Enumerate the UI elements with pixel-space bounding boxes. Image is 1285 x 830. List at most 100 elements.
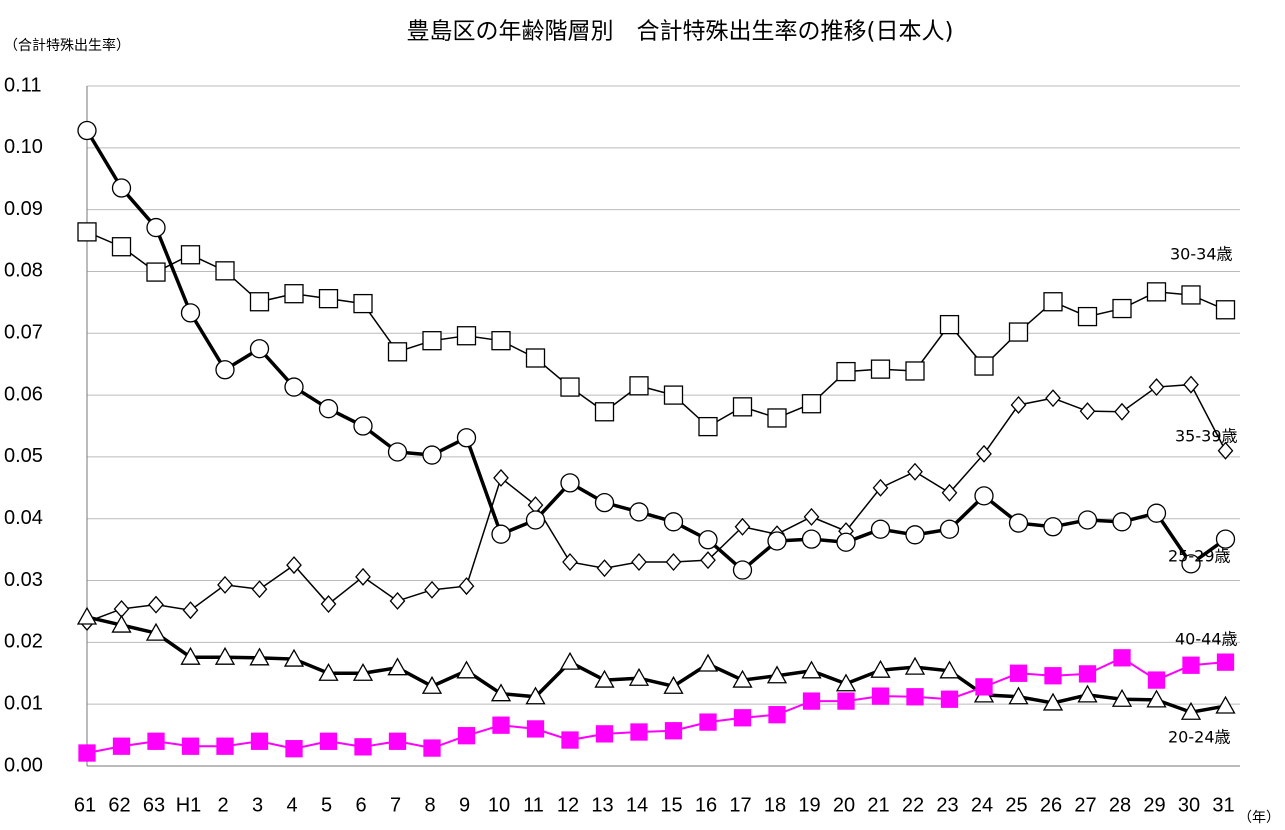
marker xyxy=(286,556,302,575)
marker xyxy=(148,595,164,614)
marker xyxy=(1043,292,1063,312)
marker xyxy=(837,692,855,710)
marker xyxy=(388,732,407,750)
x-tick-label: 8 xyxy=(424,794,435,816)
marker xyxy=(1042,692,1064,711)
marker xyxy=(456,326,477,346)
x-tick-label: 3 xyxy=(252,794,263,816)
marker xyxy=(905,361,925,381)
marker xyxy=(1216,653,1235,671)
marker xyxy=(353,293,373,314)
marker xyxy=(940,690,959,708)
marker xyxy=(1043,517,1063,537)
marker xyxy=(1217,441,1234,460)
x-tick-label: 18 xyxy=(764,794,786,816)
marker xyxy=(1077,684,1098,703)
marker xyxy=(250,732,269,750)
marker xyxy=(1044,667,1062,685)
x-tick-label: 63 xyxy=(143,794,165,816)
y-tick-label: 0.04 xyxy=(4,507,43,529)
x-tick-label: 7 xyxy=(390,794,401,816)
y-tick-label: 0.00 xyxy=(4,754,43,776)
x-tick-label: 16 xyxy=(695,794,717,816)
marker xyxy=(803,507,820,526)
y-tick-label: 0.09 xyxy=(4,198,43,220)
marker xyxy=(1112,512,1132,532)
marker xyxy=(1010,395,1027,414)
marker xyxy=(629,376,649,396)
chart-title: 豊島区の年齢階層別 合計特殊出生率の推移(日本人) xyxy=(407,19,954,45)
marker xyxy=(1215,529,1236,549)
marker xyxy=(802,692,821,710)
marker xyxy=(1111,688,1133,707)
marker xyxy=(491,331,511,351)
x-tick-label: 26 xyxy=(1040,794,1062,816)
marker xyxy=(941,483,958,502)
marker xyxy=(285,740,303,758)
marker xyxy=(146,217,166,238)
marker xyxy=(870,519,891,539)
marker xyxy=(456,428,477,448)
marker xyxy=(492,716,510,734)
marker xyxy=(1182,656,1200,674)
marker xyxy=(318,289,339,309)
marker xyxy=(594,669,615,688)
series-line xyxy=(86,231,1226,428)
marker xyxy=(181,737,200,755)
marker xyxy=(835,673,857,692)
marker xyxy=(1077,510,1098,530)
marker xyxy=(180,245,201,265)
x-tick-label: 2 xyxy=(217,794,228,816)
marker xyxy=(974,356,994,376)
marker xyxy=(836,532,856,552)
x-tick-label: 20 xyxy=(833,794,855,816)
marker xyxy=(801,660,822,679)
marker xyxy=(630,723,648,741)
y-tick-label: 0.08 xyxy=(4,260,43,282)
x-tick-label: 30 xyxy=(1178,794,1200,816)
marker xyxy=(111,614,132,633)
marker xyxy=(77,120,97,141)
marker xyxy=(801,394,822,414)
marker xyxy=(284,377,304,397)
marker xyxy=(422,331,442,351)
series-label: 35-39歳 xyxy=(1175,427,1238,446)
marker xyxy=(733,709,752,727)
marker xyxy=(1146,282,1167,302)
marker xyxy=(217,575,233,594)
x-tick-label: 5 xyxy=(321,794,332,816)
marker xyxy=(767,531,787,551)
marker xyxy=(595,725,614,743)
x-tick-label: 9 xyxy=(459,794,470,816)
marker xyxy=(732,669,753,688)
y-tick-label: 0.07 xyxy=(4,322,43,344)
marker xyxy=(870,359,891,379)
marker xyxy=(387,657,408,676)
marker xyxy=(732,560,753,580)
marker xyxy=(111,237,132,257)
marker xyxy=(284,284,304,304)
marker xyxy=(249,339,270,359)
x-tick-label: H1 xyxy=(176,794,202,816)
marker xyxy=(1079,402,1096,421)
marker xyxy=(698,530,718,550)
marker xyxy=(1008,686,1029,705)
series-line xyxy=(86,383,1227,623)
marker xyxy=(423,739,441,757)
x-tick-label: 28 xyxy=(1109,794,1131,816)
marker xyxy=(975,678,993,696)
marker xyxy=(251,580,268,599)
x-tick-label: 22 xyxy=(902,794,924,816)
marker xyxy=(525,686,546,705)
marker xyxy=(353,416,373,436)
marker xyxy=(1113,649,1131,667)
x-tick-label: 21 xyxy=(867,794,889,816)
y-tick-label: 0.06 xyxy=(4,383,43,405)
x-tick-label: 17 xyxy=(729,794,751,816)
marker xyxy=(491,524,511,544)
marker xyxy=(872,478,889,497)
marker xyxy=(216,737,234,755)
marker xyxy=(664,722,683,740)
marker xyxy=(318,662,339,681)
marker xyxy=(939,314,960,335)
